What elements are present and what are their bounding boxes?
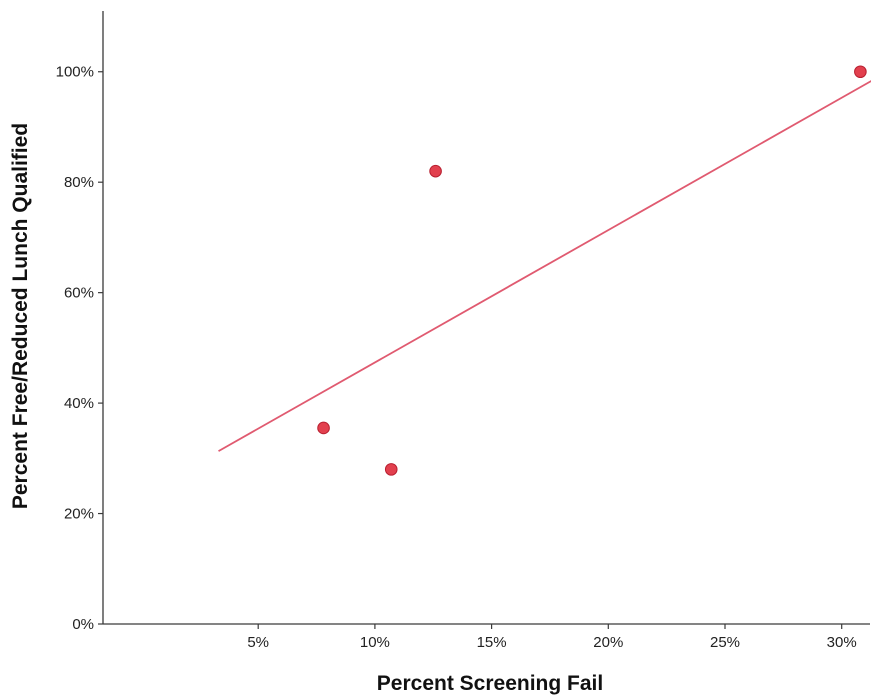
- y-tick-label: 20%: [64, 506, 94, 523]
- y-axis-ticks: 0% 20% 40% 60% 80% 100%: [56, 64, 103, 633]
- x-tick-label: 5%: [247, 634, 269, 651]
- y-tick-label: 80%: [64, 174, 94, 191]
- data-point: [854, 65, 867, 79]
- y-axis-title: Percent Free/Reduced Lunch Qualified: [9, 123, 32, 509]
- x-tick-label: 30%: [827, 634, 857, 651]
- fit-line: [218, 80, 871, 452]
- data-point: [317, 421, 330, 435]
- data-point: [429, 164, 442, 178]
- x-tick-label: 10%: [360, 634, 390, 651]
- data-points: [317, 65, 867, 476]
- x-tick-label: 15%: [477, 634, 507, 651]
- y-tick-label: 0%: [72, 616, 94, 633]
- y-tick-label: 60%: [64, 285, 94, 302]
- x-axis-title: Percent Screening Fail: [377, 672, 603, 695]
- y-tick-label: 100%: [56, 64, 94, 81]
- y-tick-label: 40%: [64, 395, 94, 412]
- data-point: [384, 463, 398, 476]
- x-tick-label: 20%: [593, 634, 623, 651]
- x-axis-ticks: 5%10%15%20%25%30%35%: [247, 624, 857, 651]
- x-tick-label: 25%: [710, 634, 740, 651]
